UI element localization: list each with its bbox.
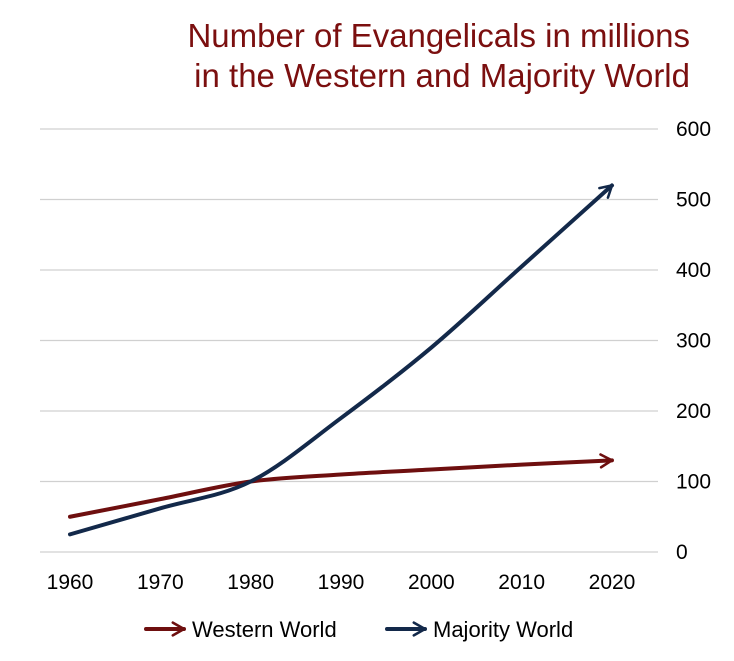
legend-item: Majority World	[385, 617, 573, 642]
x-axis-tick-labels: 1960 1970 1980 1990 2000 2010 2020	[47, 571, 636, 594]
y-tick-label: 400	[676, 259, 711, 282]
x-tick-label: 2010	[498, 571, 545, 594]
x-tick-label: 2000	[408, 571, 455, 594]
y-tick-label: 100	[676, 471, 711, 494]
x-tick-label: 2020	[589, 571, 636, 594]
series-line-majority-world	[68, 183, 614, 537]
chart-title-line-2: in the Western and Majority World	[194, 57, 690, 94]
x-tick-label: 1960	[47, 571, 94, 594]
gridlines	[40, 128, 658, 553]
y-tick-label: 200	[676, 400, 711, 423]
chart-title: Number of Evangelicals in millions in th…	[40, 16, 690, 96]
y-tick-label: 0	[676, 541, 688, 564]
y-tick-label: 600	[676, 118, 711, 141]
legend-item: Western World	[144, 617, 337, 642]
y-tick-label: 500	[676, 189, 711, 212]
y-tick-label: 300	[676, 330, 711, 353]
legend: Western World Majority World	[144, 617, 573, 642]
x-tick-label: 1980	[227, 571, 274, 594]
chart-title-line-1: Number of Evangelicals in millions	[187, 17, 690, 54]
series-lines	[68, 183, 614, 537]
series-line-western-world	[68, 453, 614, 519]
legend-label: Western World	[192, 617, 337, 642]
legend-label: Majority World	[433, 617, 573, 642]
y-axis-tick-labels: 0 100 200 300 400 500 600	[676, 118, 711, 564]
x-tick-label: 1970	[137, 571, 184, 594]
x-tick-label: 1990	[318, 571, 365, 594]
